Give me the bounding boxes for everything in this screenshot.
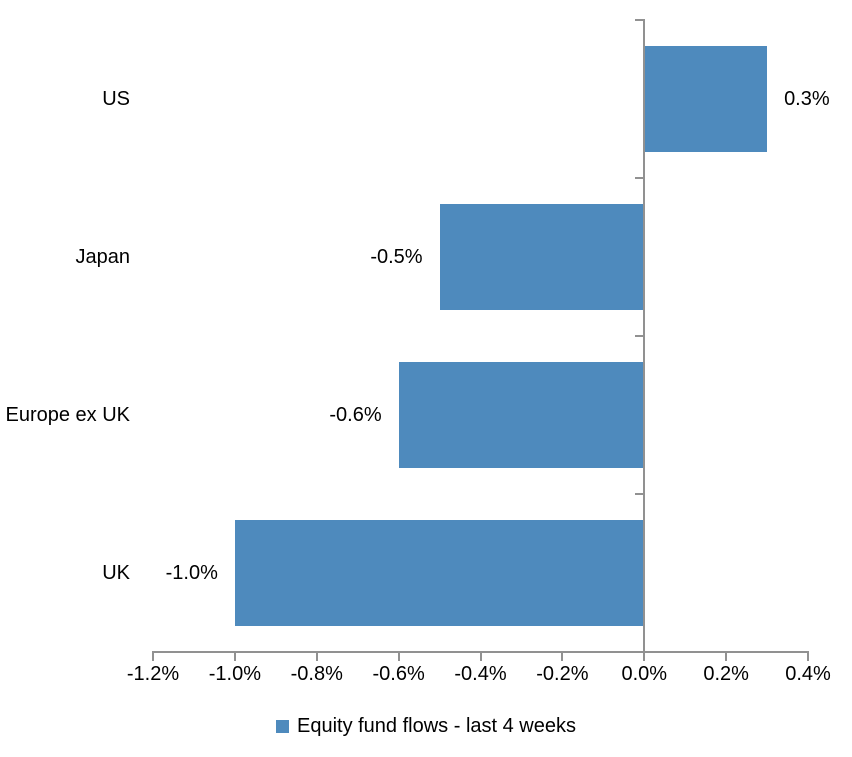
x-axis-tick bbox=[479, 651, 482, 661]
x-axis-tick bbox=[152, 651, 154, 661]
zero-axis-line bbox=[643, 19, 646, 653]
category-axis-tick bbox=[635, 335, 644, 337]
data-label-uk: -1.0% bbox=[165, 562, 218, 584]
category-label-us: US bbox=[102, 87, 130, 110]
data-label-europe-ex-uk: -0.6% bbox=[329, 404, 382, 426]
bar-uk bbox=[234, 520, 645, 626]
category-axis-tick bbox=[635, 493, 644, 495]
x-axis-tick bbox=[725, 651, 728, 661]
x-axis-tick bbox=[397, 651, 400, 661]
x-axis-tick bbox=[807, 651, 809, 661]
x-axis-tick-label: -0.2% bbox=[536, 663, 589, 685]
x-axis-tick-label: 0.2% bbox=[703, 663, 749, 685]
x-axis-tick-label: -1.0% bbox=[208, 663, 261, 685]
bar-us bbox=[644, 46, 768, 152]
bar-japan bbox=[439, 204, 645, 310]
bar-europe-ex-uk bbox=[398, 362, 645, 468]
x-axis-tick-label: -0.8% bbox=[290, 663, 343, 685]
x-axis-tick bbox=[233, 651, 236, 661]
x-axis-tick-label: 0.0% bbox=[621, 663, 668, 685]
category-label-europe-ex-uk: Europe ex UK bbox=[5, 403, 130, 426]
category-axis-tick bbox=[635, 177, 644, 179]
legend-swatch-icon bbox=[275, 719, 289, 733]
category-axis-tick bbox=[635, 19, 644, 21]
category-label-uk: UK bbox=[102, 561, 130, 584]
legend-label: Equity fund flows - last 4 weeks bbox=[296, 714, 576, 737]
x-axis-tick-label: 0.4% bbox=[785, 663, 831, 685]
category-label-japan: Japan bbox=[75, 245, 131, 268]
legend: Equity fund flows - last 4 weeks bbox=[0, 712, 852, 740]
data-label-us: 0.3% bbox=[784, 88, 830, 110]
x-axis-tick-label: -0.6% bbox=[372, 663, 425, 685]
x-axis-tick-label: -1.2% bbox=[126, 663, 180, 685]
x-axis-tick bbox=[315, 651, 318, 661]
category-axis-tick bbox=[635, 651, 644, 653]
x-axis-tick bbox=[561, 651, 564, 661]
x-axis-tick-label: -0.4% bbox=[454, 663, 507, 685]
data-label-japan: -0.5% bbox=[370, 246, 423, 268]
x-axis-tick bbox=[643, 651, 646, 661]
